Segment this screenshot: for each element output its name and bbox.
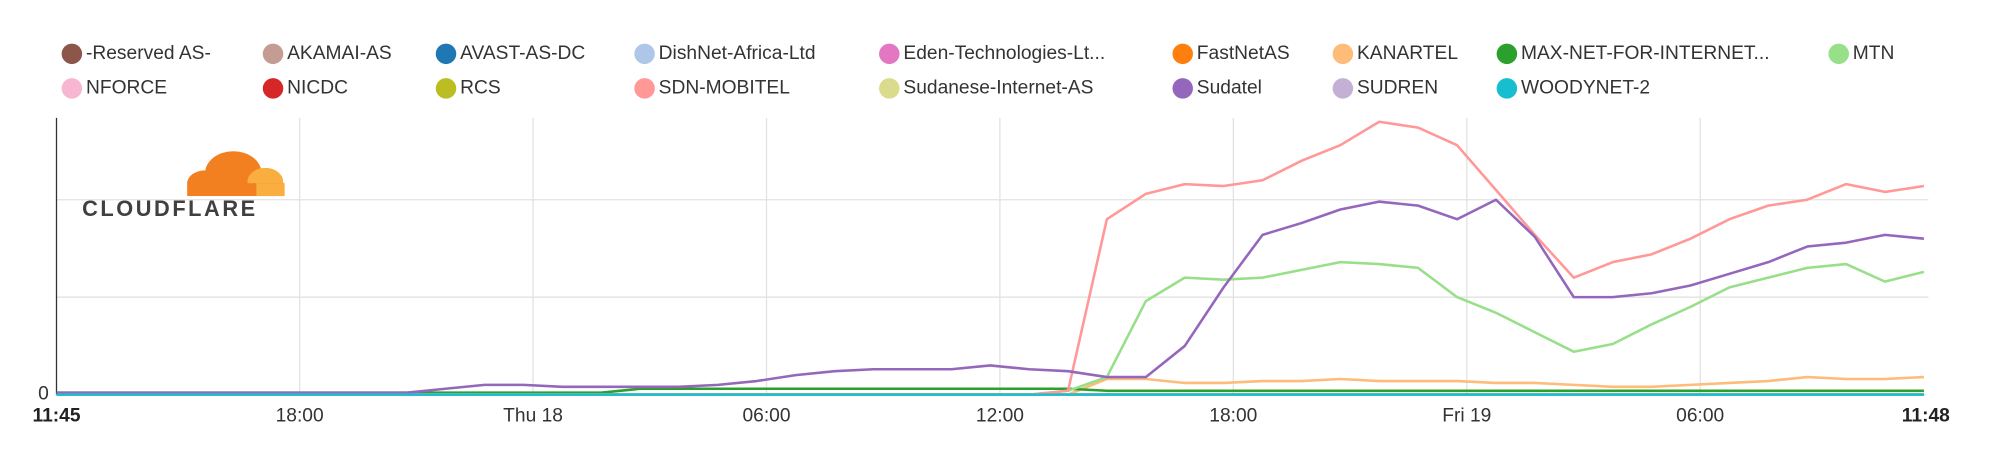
legend-swatch <box>1172 78 1193 99</box>
legend-swatch <box>1496 43 1518 65</box>
x-tick-label: 11:45 <box>32 405 80 426</box>
x-tick-label: Fri 19 <box>1442 405 1491 426</box>
series-line <box>56 198 1925 394</box>
legend-swatch <box>435 43 457 65</box>
legend-label: FastNetAS <box>1197 43 1290 64</box>
legend-swatch <box>1496 78 1518 99</box>
legend-label: -Reserved AS- <box>86 43 211 64</box>
legend-swatch <box>1172 43 1193 65</box>
legend-swatch <box>61 43 83 65</box>
legend-swatch <box>634 43 655 65</box>
legend-label: MAX-NET-FOR-INTERNET... <box>1521 43 1770 64</box>
legend-swatch <box>879 78 900 99</box>
legend-swatch <box>262 78 284 99</box>
legend-label: MTN <box>1853 43 1895 64</box>
x-tick-label: 18:00 <box>276 405 324 426</box>
legend-swatch <box>879 43 900 65</box>
legend-label: DishNet-Africa-Ltd <box>659 43 816 64</box>
legend-label: KANARTEL <box>1357 43 1458 64</box>
legend-label: SUDREN <box>1357 77 1438 98</box>
legend-label: Sudanese-Internet-AS <box>903 77 1093 98</box>
legend-label: NFORCE <box>86 77 167 98</box>
legend-swatch <box>61 78 83 99</box>
legend-label: RCS <box>460 77 501 98</box>
legend-swatch <box>1332 78 1354 99</box>
legend-label: Sudatel <box>1197 77 1262 98</box>
legend-label: Eden-Technologies-Lt... <box>903 43 1105 64</box>
cloudflare-logo: CLOUDFLARE <box>82 151 285 221</box>
x-tick-label: 18:00 <box>1209 405 1257 426</box>
legend-swatch <box>262 43 284 65</box>
legend-label: WOODYNET-2 <box>1521 77 1650 98</box>
x-tick-label: Thu 18 <box>503 405 563 426</box>
series-line <box>56 120 1925 396</box>
legend-label: SDN-MOBITEL <box>659 77 791 98</box>
x-tick-label: 06:00 <box>1676 405 1724 426</box>
x-tick-label: 11:48 <box>1902 405 1950 426</box>
y-tick-label: 0 <box>38 384 49 405</box>
legend-label: NICDC <box>287 77 348 98</box>
x-tick-label: 06:00 <box>742 405 790 426</box>
legend-swatch <box>634 78 655 99</box>
x-tick-label: 12:00 <box>976 405 1024 426</box>
legend-label: AVAST-AS-DC <box>460 43 585 64</box>
legend-swatch <box>435 78 457 99</box>
legend-swatch <box>1332 43 1354 65</box>
series-line <box>56 260 1925 396</box>
legend-label: AKAMAI-AS <box>287 43 392 64</box>
legend-swatch <box>1828 43 1849 65</box>
